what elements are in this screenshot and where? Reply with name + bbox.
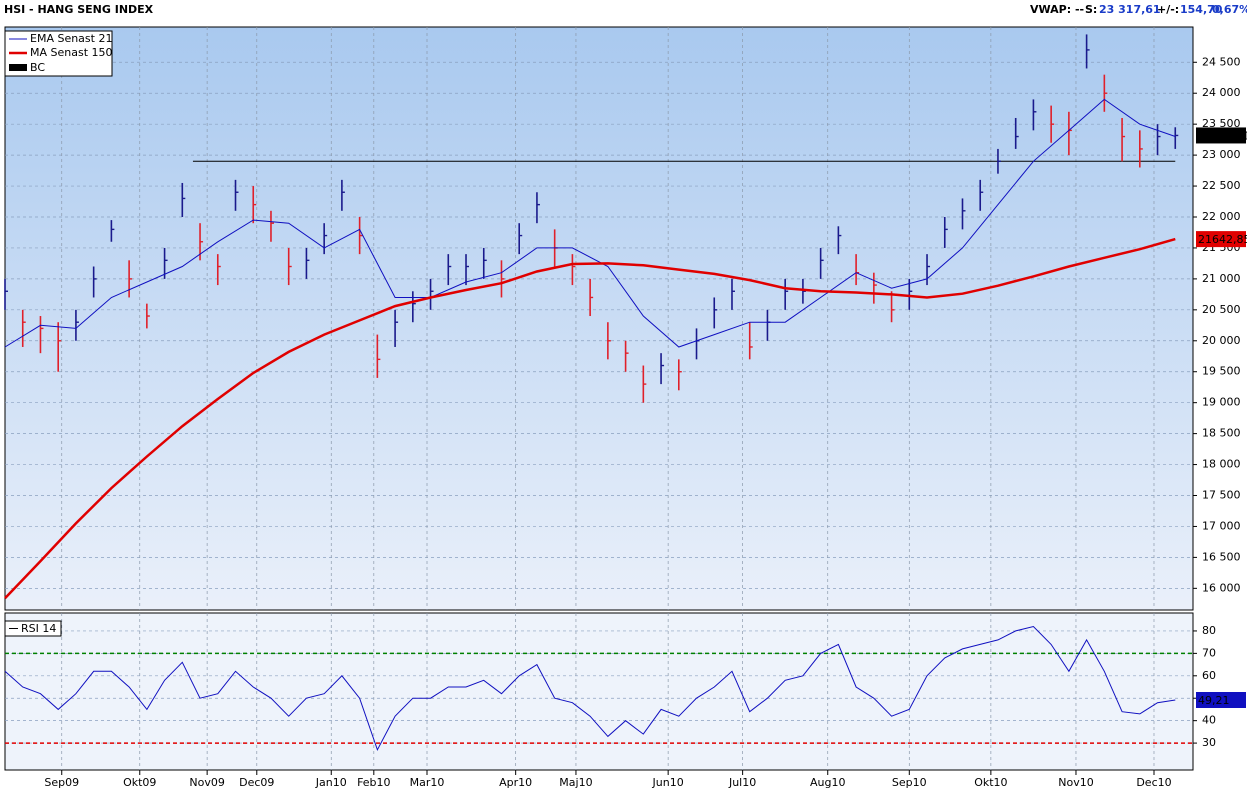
y-tick-label: 21 000	[1202, 272, 1241, 285]
rsi-panel	[4, 612, 1194, 771]
last-value-label: 21642,85	[1198, 233, 1247, 246]
x-tick-label: Sep10	[892, 776, 927, 789]
legend-label: BC	[30, 61, 45, 74]
marks	[4, 34, 1193, 752]
y-tick-label: 16 500	[1202, 550, 1241, 563]
last-value-box	[1196, 127, 1246, 144]
x-tick-label: Dec09	[239, 776, 274, 789]
series-line	[4, 98, 1176, 348]
series-line	[4, 237, 1176, 600]
last-value-box	[1196, 231, 1246, 248]
y-tick-label: 17 500	[1202, 489, 1241, 502]
last-value-label: 49,21	[1198, 694, 1230, 707]
y-tick-label: 80	[1202, 624, 1216, 637]
pct: 0,67%	[1212, 3, 1247, 16]
y-tick-label: 18 000	[1202, 458, 1241, 471]
vwap: VWAP: --	[1030, 3, 1084, 16]
y-tick-label: 23 500	[1202, 117, 1241, 130]
y-tick-label: 24 000	[1202, 86, 1241, 99]
y-tick-label: 22 500	[1202, 179, 1241, 192]
x-tick-label: Jul10	[728, 776, 756, 789]
y-tick-label: 20 000	[1202, 334, 1241, 347]
x-tick-label: Jun10	[652, 776, 684, 789]
y-tick-label: 40	[1202, 714, 1216, 727]
s-label: S:	[1085, 3, 1097, 16]
y-tick-label: 19 000	[1202, 396, 1241, 409]
last-value-box	[1196, 692, 1246, 709]
change: 154,70	[1180, 3, 1223, 16]
y-tick-label: 16 000	[1202, 581, 1241, 594]
y-tick-label: 60	[1202, 669, 1216, 682]
legend-label: MA Senast 150	[30, 46, 113, 59]
x-tick-label: Apr10	[499, 776, 532, 789]
y-tick-label: 30	[1202, 736, 1216, 749]
title: HSI - HANG SENG INDEX	[4, 3, 154, 16]
last-value-label: 23317,61	[1198, 129, 1247, 142]
price-panel	[4, 26, 1194, 611]
y-tick-label: 17 000	[1202, 519, 1241, 532]
x-tick-label: Aug10	[810, 776, 845, 789]
x-tick-label: Nov10	[1058, 776, 1093, 789]
s-value: 23 317,61	[1099, 3, 1161, 16]
y-tick-label: 24 500	[1202, 55, 1241, 68]
x-tick-label: Maj10	[559, 776, 592, 789]
x-tick-label: Okt10	[974, 776, 1007, 789]
legend-label: EMA Senast 21	[30, 32, 112, 45]
x-tick-label: Nov09	[189, 776, 224, 789]
y-tick-label: 19 500	[1202, 365, 1241, 378]
y-tick-label: 70	[1202, 646, 1216, 659]
x-tick-label: Jan10	[315, 776, 347, 789]
x-tick-label: Okt09	[123, 776, 156, 789]
legend-label: RSI 14	[21, 622, 56, 635]
series-line	[4, 625, 1176, 752]
x-tick-label: Mar10	[410, 776, 445, 789]
change-label: +/-:	[1157, 3, 1179, 16]
legend-swatch	[9, 64, 27, 71]
x-tick-label: Dec10	[1136, 776, 1171, 789]
y-tick-label: 20 500	[1202, 303, 1241, 316]
y-tick-label: 18 500	[1202, 427, 1241, 440]
legend-box	[4, 620, 62, 637]
y-tick-label: 23 000	[1202, 148, 1241, 161]
labels: 16 000 16 500 17 000 17 500 18 000 18 500 19 0…	[4, 30, 1247, 789]
y-tick-label: 22 000	[1202, 210, 1241, 223]
x-tick-label: Sep09	[44, 776, 79, 789]
x-tick-label: Feb10	[357, 776, 390, 789]
